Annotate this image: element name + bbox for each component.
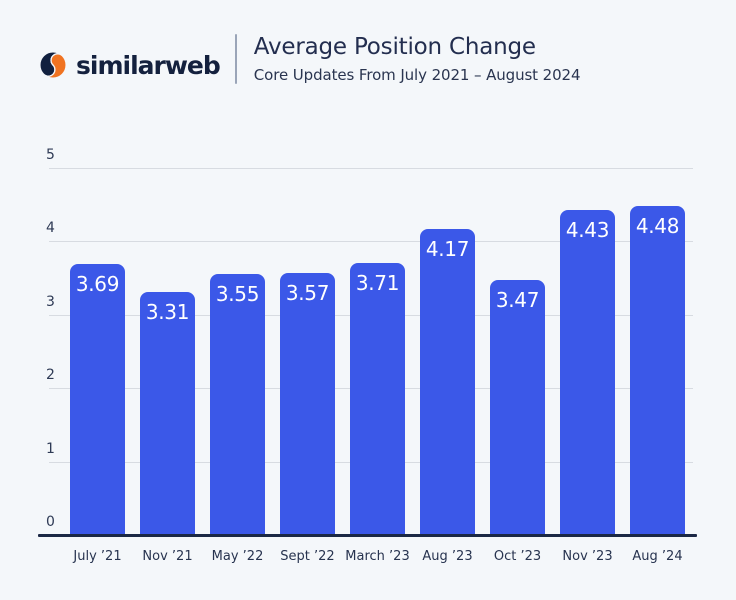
y-axis-tick-label: 1 — [46, 440, 55, 457]
x-axis-tick-label: Aug ’24 — [632, 549, 683, 564]
brand-wordmark: similarweb — [76, 50, 221, 80]
x-axis-tick-label: July ’21 — [73, 549, 122, 564]
bar-value-label: 3.31 — [145, 300, 190, 325]
bar: 3.47 — [490, 280, 545, 535]
bar-value-label: 3.47 — [495, 288, 540, 313]
bar: 3.55 — [210, 274, 265, 535]
bar-value-label: 3.71 — [355, 270, 400, 295]
bar-value-label: 4.17 — [425, 236, 470, 261]
bar: 4.48 — [630, 206, 685, 535]
x-axis-line — [38, 534, 697, 537]
header-divider — [234, 34, 237, 84]
x-axis-tick-label: May ’22 — [211, 549, 264, 564]
page-title: Average Position Change — [253, 34, 536, 61]
x-axis-tick-label: Oct ’23 — [493, 549, 542, 564]
y-axis-tick-label: 4 — [46, 220, 55, 237]
bar: 4.43 — [560, 209, 615, 535]
bar: 4.17 — [420, 228, 475, 535]
y-axis-tick-label: 3 — [46, 293, 55, 310]
y-axis-tick-label: 5 — [46, 147, 55, 163]
x-axis-tick-label: Sept ’22 — [280, 549, 335, 564]
gridline-y5 — [49, 168, 693, 169]
y-axis-tick-label: 0 — [46, 514, 55, 530]
bar-value-label: 3.69 — [75, 272, 120, 297]
similarweb-logo: similarweb — [38, 50, 221, 80]
gridline-y4 — [49, 241, 693, 243]
page-subtitle: Core Updates From July 2021 – August 202… — [253, 65, 581, 84]
x-axis-tick-label: Aug ’23 — [422, 549, 473, 564]
x-axis-tick-label: Nov ’21 — [142, 549, 193, 564]
x-axis-tick-label: Nov ’23 — [562, 549, 613, 564]
bar: 3.57 — [280, 272, 335, 535]
y-axis-tick-label: 2 — [46, 367, 55, 384]
bar: 3.31 — [140, 292, 195, 535]
bar: 3.69 — [70, 264, 125, 535]
header: similarweb Average Position Change Core … — [38, 34, 581, 84]
bar: 3.71 — [350, 262, 405, 535]
bar-value-label: 3.57 — [285, 280, 330, 305]
bar-value-label: 4.43 — [565, 217, 610, 242]
x-axis-tick-label: March ’23 — [345, 549, 410, 564]
title-block: Average Position Change Core Updates Fro… — [254, 34, 581, 84]
bar-value-label: 4.48 — [635, 214, 680, 239]
bar-value-label: 3.55 — [215, 282, 260, 307]
similarweb-swirl-icon — [39, 51, 67, 79]
